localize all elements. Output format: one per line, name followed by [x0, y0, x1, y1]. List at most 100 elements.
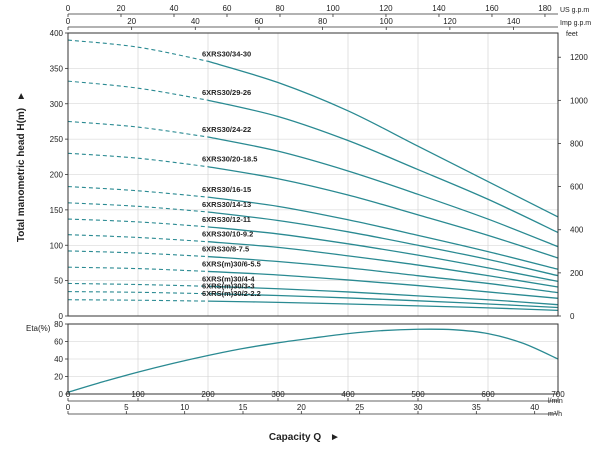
- eta-tick-label: 80: [54, 320, 63, 329]
- curve-label: 6XRS30/8-7.5: [202, 245, 249, 254]
- feet-tick-label: 1200: [570, 53, 588, 62]
- head-curve-dashed: [67, 202, 209, 213]
- curve-labels: 6XRS30/34-30 6XRS30/29-26 6XRS30/24-22 6XRS…: [202, 49, 261, 298]
- curve-label: 6XRS30/24-22: [202, 125, 251, 134]
- us-gpm-tick-label: 40: [170, 4, 179, 13]
- x-axis-title: Capacity Q: [269, 432, 321, 443]
- y-tick-label: 300: [50, 100, 64, 109]
- feet-tick-label: 0: [570, 312, 575, 321]
- curve-label: 6XRS30/12-11: [202, 215, 251, 224]
- y-tick-label: 0: [59, 312, 64, 321]
- y-tick-label: 400: [50, 29, 64, 38]
- eta-axis-title: Eta(%): [26, 324, 51, 333]
- head-curve-dashed: [67, 218, 209, 228]
- curve-label: 6XRS30/16-15: [202, 185, 251, 194]
- top-axis-unit-imp: Imp g.p.m: [560, 20, 591, 27]
- us-gpm-tick-label: 20: [117, 4, 126, 13]
- right-axis-unit: feet: [566, 31, 578, 38]
- us-gpm-tick-label: 160: [485, 4, 499, 13]
- head-curve-dashed: [67, 250, 209, 258]
- bottom-axis-unit-m3h: m³/h: [548, 411, 562, 418]
- curve-label: 6XRS(m)30/3-3: [202, 282, 255, 291]
- head-curve: [207, 293, 559, 309]
- curve-label: 6XRS30/10-9.2: [202, 230, 253, 239]
- head-curve-dashed: [67, 234, 209, 243]
- y-tick-label: 250: [50, 135, 64, 144]
- grid: [67, 32, 559, 395]
- head-curve-dashed: [67, 80, 209, 101]
- feet-tick-label: 200: [570, 269, 584, 278]
- imp-gpm-tick-label: 0: [66, 17, 71, 26]
- top-axis-unit-us: US g.p.m: [560, 7, 589, 14]
- eta-tick-label: 40: [54, 355, 63, 364]
- y-axis-title: Total manometric head H(m): [16, 108, 27, 242]
- imp-gpm-tick-label: 40: [191, 17, 200, 26]
- us-gpm-tick-label: 100: [326, 4, 340, 13]
- feet-tick-label: 600: [570, 183, 584, 192]
- eta-tick-label: 0: [59, 390, 64, 399]
- y-tick-label: 150: [50, 206, 64, 215]
- imp-gpm-tick-label: 20: [127, 17, 136, 26]
- head-curve-dashed: [67, 120, 209, 138]
- head-curve-dashed: [67, 291, 209, 295]
- curve-label: 6XRS(m)30/4-4: [202, 274, 255, 283]
- curve-label: 6XRS30/20-18.5: [202, 155, 257, 164]
- us-gpm-tick-label: 180: [538, 4, 552, 13]
- m3h-tick-label: 35: [472, 403, 481, 412]
- head-curve-dashed: [67, 39, 209, 62]
- eta-tick-label: 60: [54, 338, 63, 347]
- imp-gpm-tick-label: 120: [443, 17, 457, 26]
- head-curve: [207, 255, 559, 294]
- us-gpm-tick-label: 0: [66, 4, 71, 13]
- m3h-tick-label: 30: [414, 403, 423, 412]
- m3h-tick-label: 25: [355, 403, 364, 412]
- head-curve: [207, 196, 559, 270]
- bottom-axis-unit-lmin: l/min: [548, 398, 563, 405]
- m3h-tick-label: 0: [66, 403, 71, 412]
- head-curve: [207, 60, 559, 218]
- head-curve: [207, 211, 559, 277]
- us-gpm-tick-label: 60: [223, 4, 232, 13]
- head-curve-dashed: [67, 282, 209, 287]
- head-curve: [207, 241, 559, 288]
- head-curve: [207, 300, 559, 311]
- m3h-tick-label: 10: [180, 403, 189, 412]
- x-axis-title-arrow: ►: [330, 432, 340, 443]
- head-curve: [207, 99, 559, 234]
- curve-label: 6XRS(m)30/6-5.5: [202, 259, 261, 268]
- y-tick-label: 200: [50, 171, 64, 180]
- y-axis-title-arrow: ►: [16, 91, 27, 101]
- efficiency-curve: [67, 328, 559, 393]
- imp-gpm-tick-label: 100: [380, 17, 394, 26]
- efficiency-curve-line: [67, 328, 559, 393]
- curve-label: 6XRS30/14-13: [202, 200, 251, 209]
- imp-gpm-tick-label: 80: [318, 17, 327, 26]
- lmin-tick-label: 200: [201, 390, 215, 399]
- head-curve: [207, 136, 559, 248]
- curve-label: 6XRS(m)30/2-2.2: [202, 289, 261, 298]
- eta-tick-label: 20: [54, 373, 63, 382]
- head-curve: [207, 285, 559, 306]
- head-curve-dashed: [67, 152, 209, 168]
- m3h-tick-label: 5: [124, 403, 129, 412]
- m3h-tick-label: 40: [530, 403, 539, 412]
- imp-gpm-tick-label: 60: [254, 17, 263, 26]
- plot-frames: [67, 13, 559, 415]
- head-curve-dashed: [67, 299, 209, 302]
- head-curve: [207, 270, 559, 299]
- lmin-tick-label: 400: [341, 390, 355, 399]
- feet-tick-label: 800: [570, 139, 584, 148]
- lmin-tick-label: 0: [66, 390, 71, 399]
- axis-ticks: 0501001502002503003504000204060800200400…: [50, 4, 588, 414]
- y-tick-label: 100: [50, 241, 64, 250]
- lmin-tick-label: 500: [411, 390, 425, 399]
- head-curve: [207, 166, 559, 259]
- us-gpm-tick-label: 140: [432, 4, 446, 13]
- imp-gpm-tick-label: 140: [507, 17, 521, 26]
- lmin-tick-label: 100: [131, 390, 145, 399]
- curve-label: 6XRS30/34-30: [202, 49, 251, 58]
- lmin-tick-label: 700: [551, 390, 565, 399]
- us-gpm-tick-label: 120: [379, 4, 393, 13]
- y-tick-label: 50: [54, 277, 63, 286]
